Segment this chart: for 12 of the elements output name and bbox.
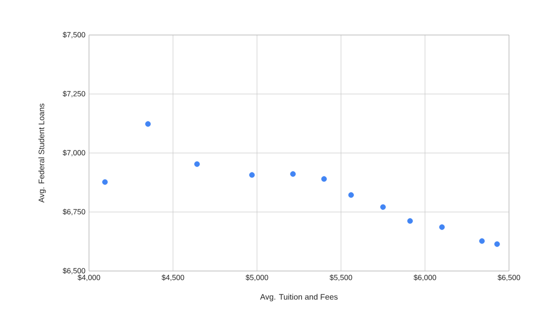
point (348, 192, 354, 198)
point (145, 121, 151, 127)
point (290, 171, 296, 177)
point (194, 161, 200, 167)
point (479, 238, 485, 244)
point (380, 204, 386, 210)
point (321, 176, 327, 182)
point (494, 241, 500, 247)
point (102, 179, 108, 185)
point (439, 224, 445, 230)
point (249, 172, 255, 178)
point (407, 218, 413, 224)
